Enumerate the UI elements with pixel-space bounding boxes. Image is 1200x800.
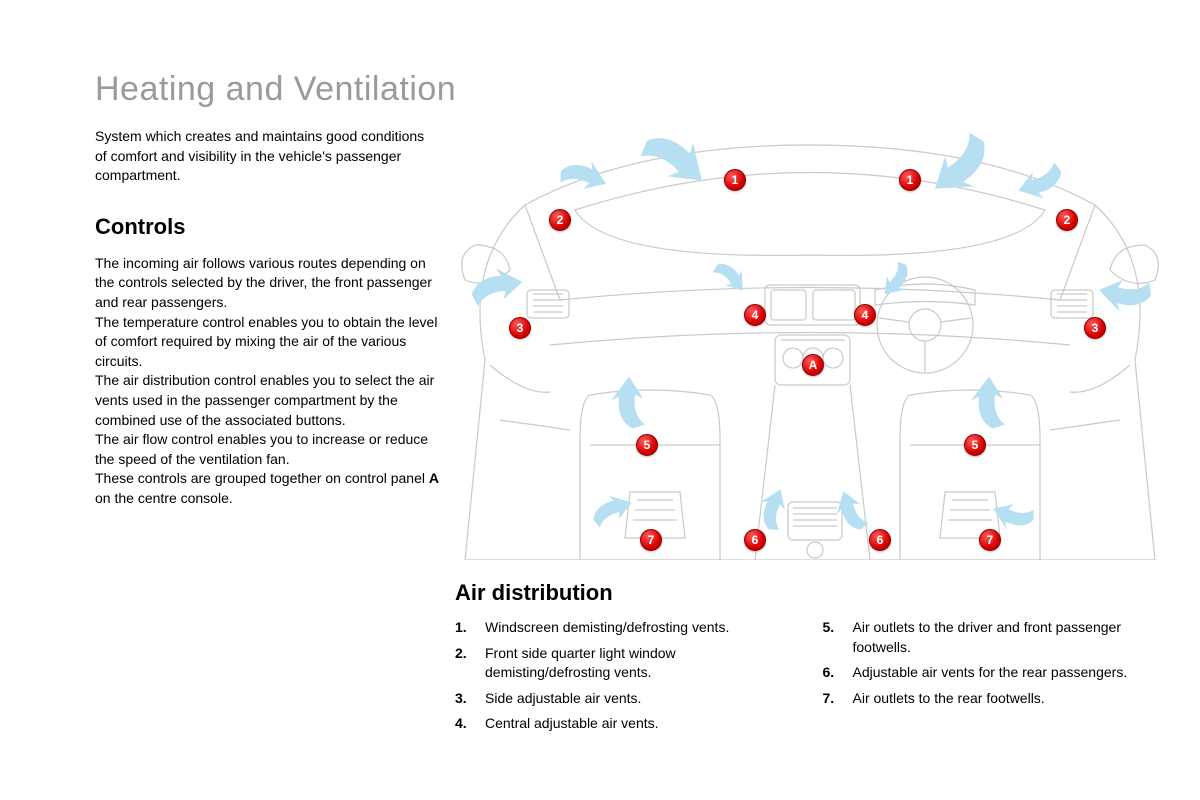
- controls-p5: These controls are grouped together on c…: [95, 469, 445, 508]
- air-dist-item: 6. Adjustable air vents for the rear pass…: [823, 663, 1161, 683]
- air-dist-item-text: Air outlets to the rear footwells.: [853, 689, 1045, 709]
- air-dist-item-text: Side adjustable air vents.: [485, 689, 641, 709]
- controls-p3: The air distribution control enables you…: [95, 371, 445, 430]
- air-dist-item: 3. Side adjustable air vents.: [455, 689, 793, 709]
- page-title: Heating and Ventilation: [95, 70, 1160, 109]
- controls-p5-pre: These controls are grouped together on c…: [95, 470, 429, 486]
- air-dist-item-text: Windscreen demisting/defrosting vents.: [485, 618, 729, 638]
- diagram-marker: 4: [744, 304, 766, 326]
- air-dist-item-text: Adjustable air vents for the rear passen…: [853, 663, 1128, 683]
- airflow-arrow: [969, 370, 1017, 431]
- diagram-marker: 7: [979, 529, 1001, 551]
- lead-text: System which creates and maintains good …: [95, 127, 425, 186]
- air-dist-item-num: 7.: [823, 689, 839, 709]
- air-dist-item-num: 5.: [823, 618, 839, 657]
- diagram-marker: 1: [724, 169, 746, 191]
- diagram-marker: A: [802, 354, 824, 376]
- controls-p5-bold: A: [429, 470, 439, 486]
- diagram-marker: 2: [549, 209, 571, 231]
- diagram-marker: 5: [964, 434, 986, 456]
- controls-p4: The air flow control enables you to incr…: [95, 430, 445, 469]
- airflow-arrow: [1089, 261, 1157, 319]
- air-dist-item-num: 1.: [455, 618, 471, 638]
- controls-p1: The incoming air follows various routes …: [95, 254, 445, 313]
- air-dist-item: 1. Windscreen demisting/defrosting vents.: [455, 618, 793, 638]
- air-dist-col-right: 5. Air outlets to the driver and front pa…: [823, 618, 1161, 740]
- air-dist-item: 2. Front side quarter light window demist…: [455, 644, 793, 683]
- air-distribution-section: Air distribution 1. Windscreen demisting/…: [455, 580, 1160, 740]
- air-dist-item-text: Front side quarter light window demistin…: [485, 644, 793, 683]
- air-dist-item-num: 3.: [455, 689, 471, 709]
- diagram-marker: 6: [869, 529, 891, 551]
- diagram-marker: 5: [636, 434, 658, 456]
- airflow-arrow: [609, 370, 657, 431]
- air-dist-item-num: 2.: [455, 644, 471, 683]
- interior-diagram: 1 1 2 2 3 3 4 4 A 5 5 6 6 7 7: [455, 140, 1160, 560]
- controls-p2: The temperature control enables you to o…: [95, 313, 445, 372]
- air-dist-col-left: 1. Windscreen demisting/defrosting vents.…: [455, 618, 793, 740]
- air-dist-item-num: 6.: [823, 663, 839, 683]
- diagram-marker: 3: [1084, 317, 1106, 339]
- diagram-marker: 2: [1056, 209, 1078, 231]
- air-dist-item: 4. Central adjustable air vents.: [455, 714, 793, 734]
- diagram-marker: 7: [640, 529, 662, 551]
- air-dist-item: 7. Air outlets to the rear footwells.: [823, 689, 1161, 709]
- interior-line-drawing: [455, 140, 1160, 560]
- air-distribution-heading: Air distribution: [455, 580, 1160, 606]
- air-dist-item-num: 4.: [455, 714, 471, 734]
- diagram-marker: 6: [744, 529, 766, 551]
- controls-p5-post: on the centre console.: [95, 490, 233, 506]
- diagram-marker: 1: [899, 169, 921, 191]
- diagram-marker: 3: [509, 317, 531, 339]
- air-dist-item: 5. Air outlets to the driver and front pa…: [823, 618, 1161, 657]
- diagram-marker: 4: [854, 304, 876, 326]
- air-dist-item-text: Central adjustable air vents.: [485, 714, 659, 734]
- air-dist-item-text: Air outlets to the driver and front pass…: [853, 618, 1161, 657]
